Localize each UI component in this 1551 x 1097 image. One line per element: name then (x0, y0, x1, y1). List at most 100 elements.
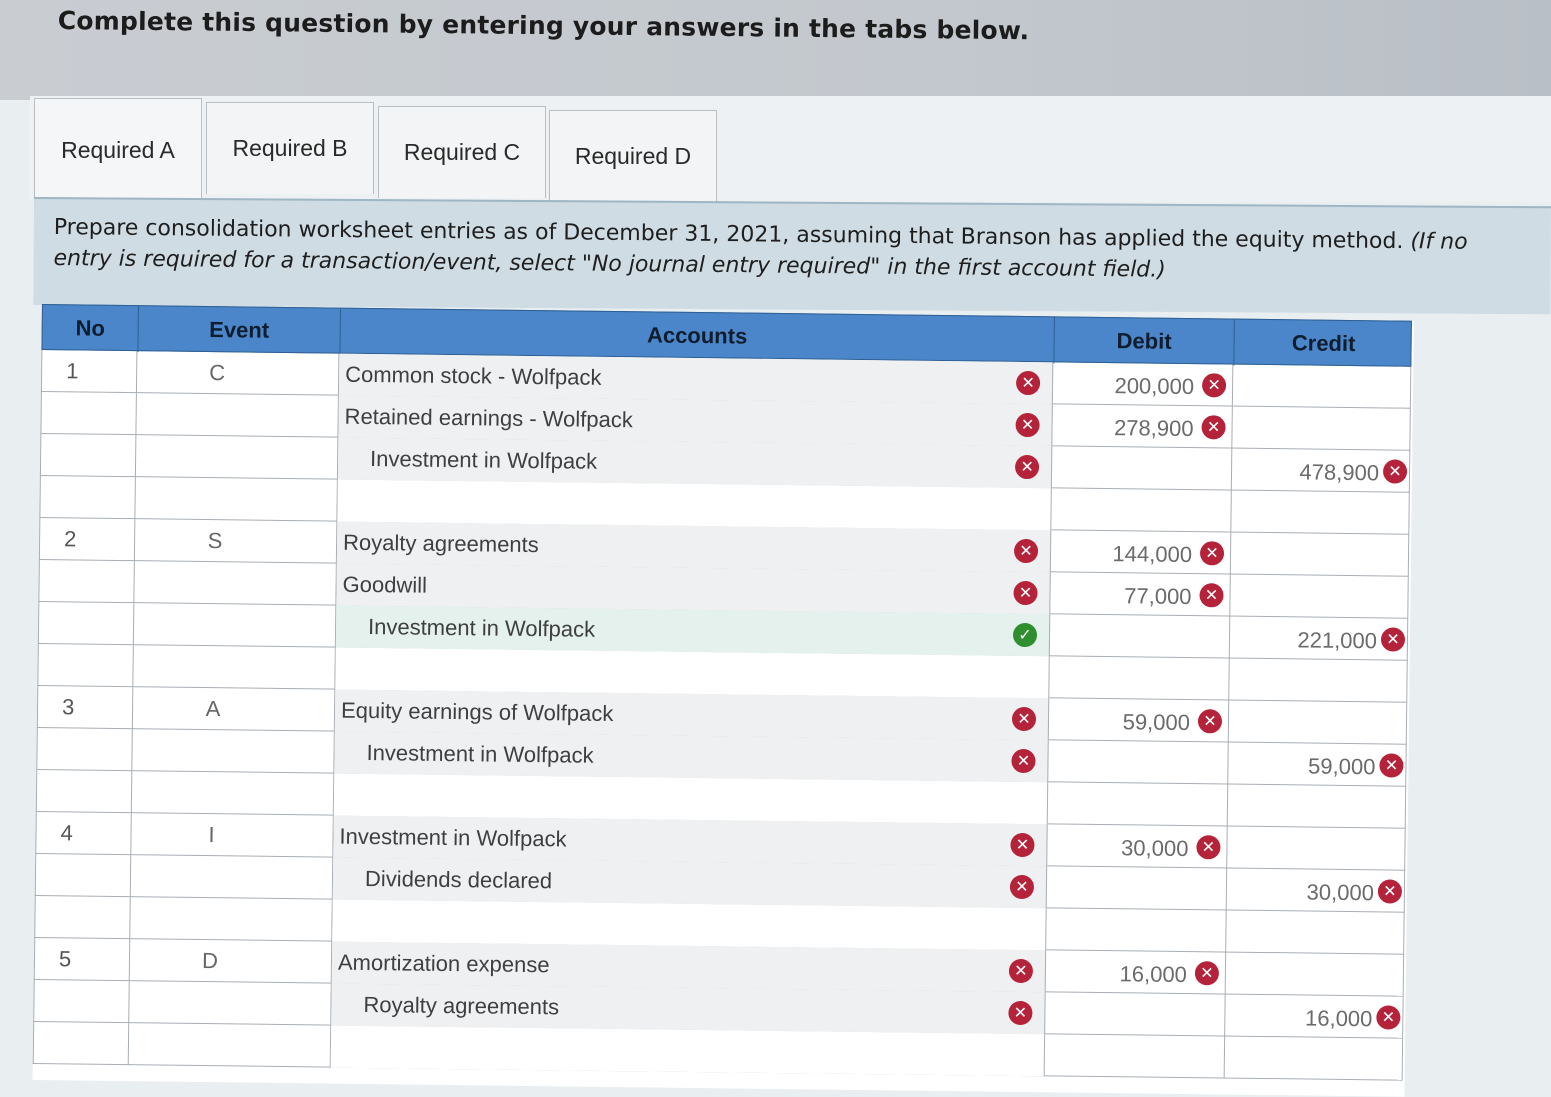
event-code (136, 485, 296, 487)
credit-amount: 16,000 (1304, 1005, 1373, 1032)
credit-input[interactable] (1226, 910, 1405, 955)
event-code: D (201, 948, 219, 974)
debit-input[interactable] (1046, 866, 1228, 911)
account-close-circle-icon: ✕ (1015, 412, 1040, 438)
account-name: Dividends declared (364, 865, 553, 894)
debit-close-circle-icon: ✕ (1201, 373, 1227, 398)
credit-input[interactable] (1232, 406, 1411, 451)
debit-close-circle-icon: ✕ (1199, 583, 1224, 608)
event-cell: S (134, 519, 338, 564)
account-select[interactable] (330, 1025, 1046, 1077)
debit-close-circle-icon: ✕ (1197, 709, 1223, 734)
credit-input[interactable] (1229, 658, 1408, 703)
debit-amount: 30,000 (1120, 835, 1189, 862)
debit-input[interactable]: 278,900 ✕ (1052, 404, 1233, 449)
no-cell: 2 (38, 517, 136, 562)
credit-close-circle-icon: ✕ (1382, 459, 1408, 484)
event-cell: D (129, 939, 333, 984)
account-name: Royalty agreements (342, 529, 539, 558)
credit-input[interactable]: 16,000 ✕ (1225, 994, 1404, 1039)
credit-input[interactable] (1231, 490, 1410, 535)
account-close-circle-icon: ✕ (1011, 706, 1037, 732)
no-cell (33, 979, 130, 1024)
account-name: Investment in Wolfpack (339, 823, 567, 852)
no-cell (32, 1021, 130, 1066)
debit-input[interactable] (1044, 1034, 1226, 1079)
event-cell: C (136, 351, 340, 396)
credit-input[interactable] (1227, 784, 1407, 829)
event-code (129, 1031, 289, 1033)
event-code (134, 653, 294, 655)
event-code (137, 401, 297, 403)
event-cell (133, 603, 337, 648)
credit-close-circle-icon: ✕ (1379, 753, 1404, 778)
tab-required-c[interactable]: Required C (378, 106, 546, 198)
debit-input[interactable] (1047, 782, 1229, 827)
debit-amount: 278,900 (1113, 415, 1194, 442)
account-close-circle-icon: ✕ (1008, 958, 1034, 984)
credit-input[interactable]: 478,900 ✕ (1231, 448, 1411, 493)
event-code (132, 779, 292, 781)
credit-input[interactable] (1232, 364, 1412, 409)
debit-amount: 77,000 (1124, 583, 1192, 610)
account-close-circle-icon: ✕ (1013, 538, 1039, 564)
tab-required-d[interactable]: Required D (549, 110, 717, 202)
debit-input[interactable] (1048, 740, 1229, 785)
account-name: Investment in Wolfpack (369, 446, 598, 474)
no-cell (34, 895, 131, 940)
debit-close-circle-icon: ✕ (1199, 541, 1225, 566)
tab-required-a[interactable]: Required A (34, 98, 202, 202)
debit-input[interactable] (1049, 614, 1231, 659)
account-name: Amortization expense (337, 949, 550, 978)
header-band (0, 0, 1551, 100)
debit-amount: 16,000 (1119, 961, 1188, 988)
debit-input[interactable]: 77,000 ✕ (1050, 572, 1231, 617)
entry-number: 2 (63, 526, 77, 552)
no-cell (36, 727, 133, 772)
credit-close-circle-icon: ✕ (1377, 879, 1403, 904)
event-cell (133, 645, 336, 690)
credit-amount: 221,000 (1297, 627, 1378, 654)
credit-input[interactable] (1227, 826, 1406, 871)
debit-input[interactable]: 144,000 ✕ (1050, 530, 1232, 575)
debit-input[interactable] (1051, 488, 1232, 533)
debit-close-circle-icon: ✕ (1201, 415, 1226, 440)
credit-input[interactable]: 59,000 ✕ (1228, 742, 1407, 787)
credit-input[interactable] (1230, 532, 1410, 577)
debit-input[interactable]: 16,000 ✕ (1045, 950, 1227, 995)
debit-input[interactable]: 59,000 ✕ (1048, 698, 1230, 743)
account-name: Common stock - Wolfpack (345, 361, 602, 390)
credit-input[interactable]: 221,000 ✕ (1229, 616, 1409, 661)
no-cell (37, 643, 134, 688)
no-cell: 3 (36, 685, 134, 730)
debit-amount: 59,000 (1122, 709, 1191, 736)
event-cell (134, 561, 337, 606)
debit-input[interactable] (1049, 656, 1230, 701)
debit-input[interactable] (1046, 908, 1227, 953)
credit-input[interactable] (1228, 700, 1408, 745)
no-cell (38, 559, 135, 604)
debit-input[interactable] (1045, 992, 1226, 1037)
event-cell: A (132, 687, 336, 732)
credit-input[interactable] (1230, 574, 1409, 619)
no-cell (39, 433, 137, 478)
credit-input[interactable] (1225, 952, 1405, 997)
debit-amount: 144,000 (1112, 541, 1193, 568)
event-cell (130, 897, 333, 942)
account-close-circle-icon: ✕ (1009, 874, 1035, 900)
credit-close-circle-icon: ✕ (1376, 1005, 1401, 1030)
entry-number: 3 (61, 694, 75, 720)
account-check-circle-icon: ✓ (1012, 622, 1038, 648)
debit-input[interactable] (1051, 446, 1233, 491)
event-code: I (208, 822, 215, 848)
credit-input[interactable]: 30,000 ✕ (1226, 868, 1406, 913)
account-name: Equity earnings of Wolfpack (340, 697, 614, 727)
tab-required-b[interactable]: Required B (206, 102, 374, 194)
credit-amount: 59,000 (1308, 753, 1376, 780)
entry-number: 1 (66, 358, 79, 384)
credit-input[interactable] (1224, 1036, 1404, 1081)
no-cell: 5 (33, 937, 131, 982)
debit-close-circle-icon: ✕ (1194, 961, 1220, 986)
debit-input[interactable]: 30,000 ✕ (1047, 824, 1228, 869)
debit-input[interactable]: 200,000 ✕ (1052, 362, 1234, 407)
